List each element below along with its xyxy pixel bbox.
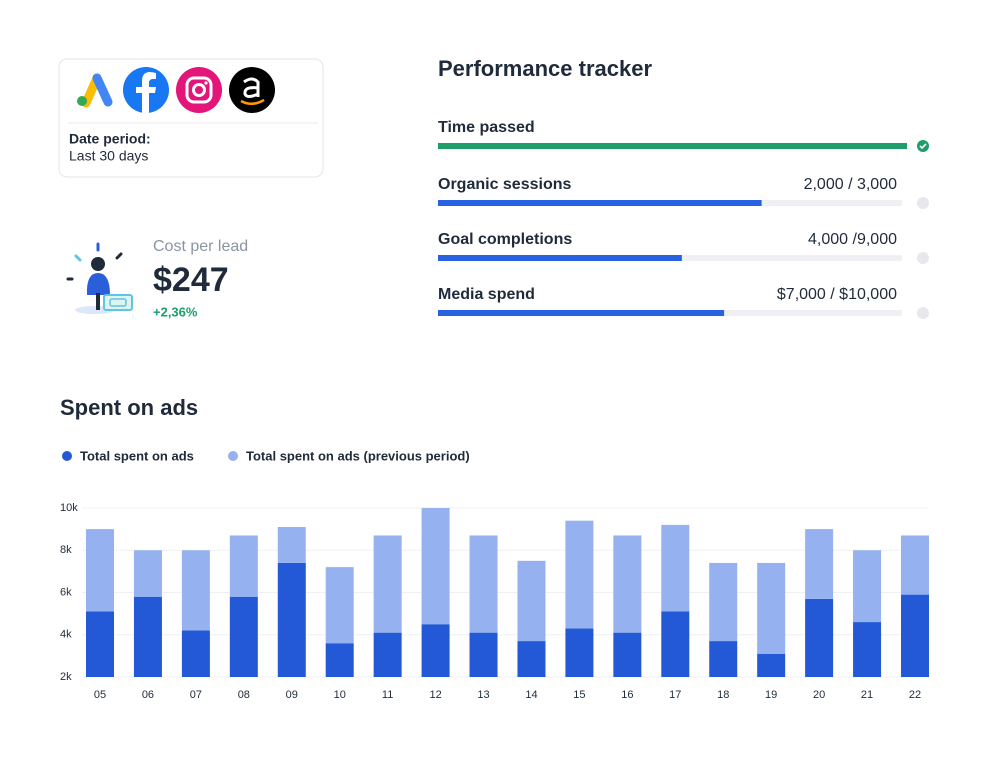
bar-segment xyxy=(181,550,210,631)
tracker-title: Performance tracker xyxy=(438,56,652,81)
x-tick-label: 15 xyxy=(573,689,585,701)
chart: Total spent on ads Total spent on ads (pr… xyxy=(60,448,929,701)
x-tick-label: 09 xyxy=(286,689,298,701)
bar-segment xyxy=(565,628,594,677)
y-tick-label: 4k xyxy=(60,629,72,641)
x-tick-label: 17 xyxy=(669,689,681,701)
bar-segment xyxy=(613,535,642,633)
bar-segment xyxy=(229,596,258,677)
tracker-value: 2,000 / 3,000 xyxy=(804,176,898,193)
bar-segment xyxy=(853,550,882,623)
progress-bar xyxy=(438,310,725,316)
tracker-label: Time passed xyxy=(438,119,535,136)
bar-segment xyxy=(325,567,354,644)
y-tick-label: 6k xyxy=(60,586,72,598)
bar-segment xyxy=(469,535,498,633)
x-tick-label: 22 xyxy=(909,689,921,701)
status-dot xyxy=(917,252,929,264)
tracker-rows: Time passed Organic sessions 2,000 / 3,000… xyxy=(438,119,929,319)
progress-bar xyxy=(438,143,907,149)
bar-segment xyxy=(757,653,786,677)
progress-bar xyxy=(438,255,682,261)
bar-segment xyxy=(133,596,162,677)
x-tick-label: 20 xyxy=(813,689,825,701)
bar-segment xyxy=(373,632,402,677)
x-tick-label: 16 xyxy=(621,689,633,701)
bar-segment xyxy=(901,535,929,595)
bar-segment xyxy=(853,622,882,677)
status-dot xyxy=(917,197,929,209)
bar-segment xyxy=(373,535,402,633)
x-tick-label: 19 xyxy=(765,689,777,701)
bar-segment xyxy=(517,641,546,677)
progress-bar xyxy=(438,200,762,206)
check-mark xyxy=(919,143,927,150)
y-tick-label: 2k xyxy=(60,671,72,683)
bar-segment xyxy=(565,520,594,629)
bar-segment xyxy=(277,562,306,677)
legend-swatch xyxy=(62,451,72,461)
bar-segment xyxy=(181,630,210,677)
y-tick-label: 10k xyxy=(60,502,78,514)
bar-segment xyxy=(421,624,450,677)
x-tick-label: 05 xyxy=(94,689,106,701)
legend-label: Total spent on ads (previous period) xyxy=(246,448,470,463)
kpi-label: Cost per lead xyxy=(153,238,248,255)
bar-segment xyxy=(277,527,306,563)
x-tick-label: 10 xyxy=(334,689,346,701)
x-tick-label: 07 xyxy=(190,689,202,701)
x-tick-label: 13 xyxy=(477,689,489,701)
kpi-change: +2,36% xyxy=(153,304,198,319)
x-tick-label: 21 xyxy=(861,689,873,701)
bar-segment xyxy=(421,508,450,625)
bar-segment xyxy=(901,594,929,677)
date-value: Last 30 days xyxy=(69,148,148,164)
bar-segment xyxy=(709,641,738,677)
bar-segment xyxy=(613,632,642,677)
instagram-logo xyxy=(176,67,222,113)
tracker-label: Media spend xyxy=(438,286,535,303)
x-tick-label: 08 xyxy=(238,689,250,701)
tracker-label: Goal completions xyxy=(438,231,572,248)
tracker-label: Organic sessions xyxy=(438,176,571,193)
kpi-illustration xyxy=(66,242,133,314)
bar-segment xyxy=(229,535,258,597)
bar-segment xyxy=(325,643,354,677)
date-label: Date period: xyxy=(69,131,151,147)
x-tick-label: 12 xyxy=(429,689,441,701)
bar-segment xyxy=(517,560,546,642)
bar-segment xyxy=(661,524,690,612)
kpi-value: $247 xyxy=(153,261,229,299)
tracker-value: $7,000 / $10,000 xyxy=(777,286,897,303)
status-dot xyxy=(917,307,929,319)
google-ads-logo xyxy=(77,73,113,108)
legend-swatch xyxy=(228,451,238,461)
x-tick-label: 06 xyxy=(142,689,154,701)
bar-segment xyxy=(469,632,498,677)
y-tick-label: 8k xyxy=(60,544,72,556)
bar-segment xyxy=(757,562,786,654)
bar-segment xyxy=(661,611,690,677)
bar-segment xyxy=(805,598,834,677)
bar-segment xyxy=(133,550,162,597)
tracker-value: 4,000 /9,000 xyxy=(808,231,897,248)
facebook-logo xyxy=(123,67,169,113)
chart-title: Spent on ads xyxy=(60,395,198,420)
amazon-logo xyxy=(229,67,275,113)
bar-segment xyxy=(805,529,834,599)
x-tick-label: 14 xyxy=(525,689,537,701)
legend-label: Total spent on ads xyxy=(80,448,194,463)
bar-segment xyxy=(709,562,738,642)
bar-segment xyxy=(86,529,114,612)
x-tick-label: 18 xyxy=(717,689,729,701)
bar-segment xyxy=(86,611,114,677)
x-tick-label: 11 xyxy=(382,689,393,701)
